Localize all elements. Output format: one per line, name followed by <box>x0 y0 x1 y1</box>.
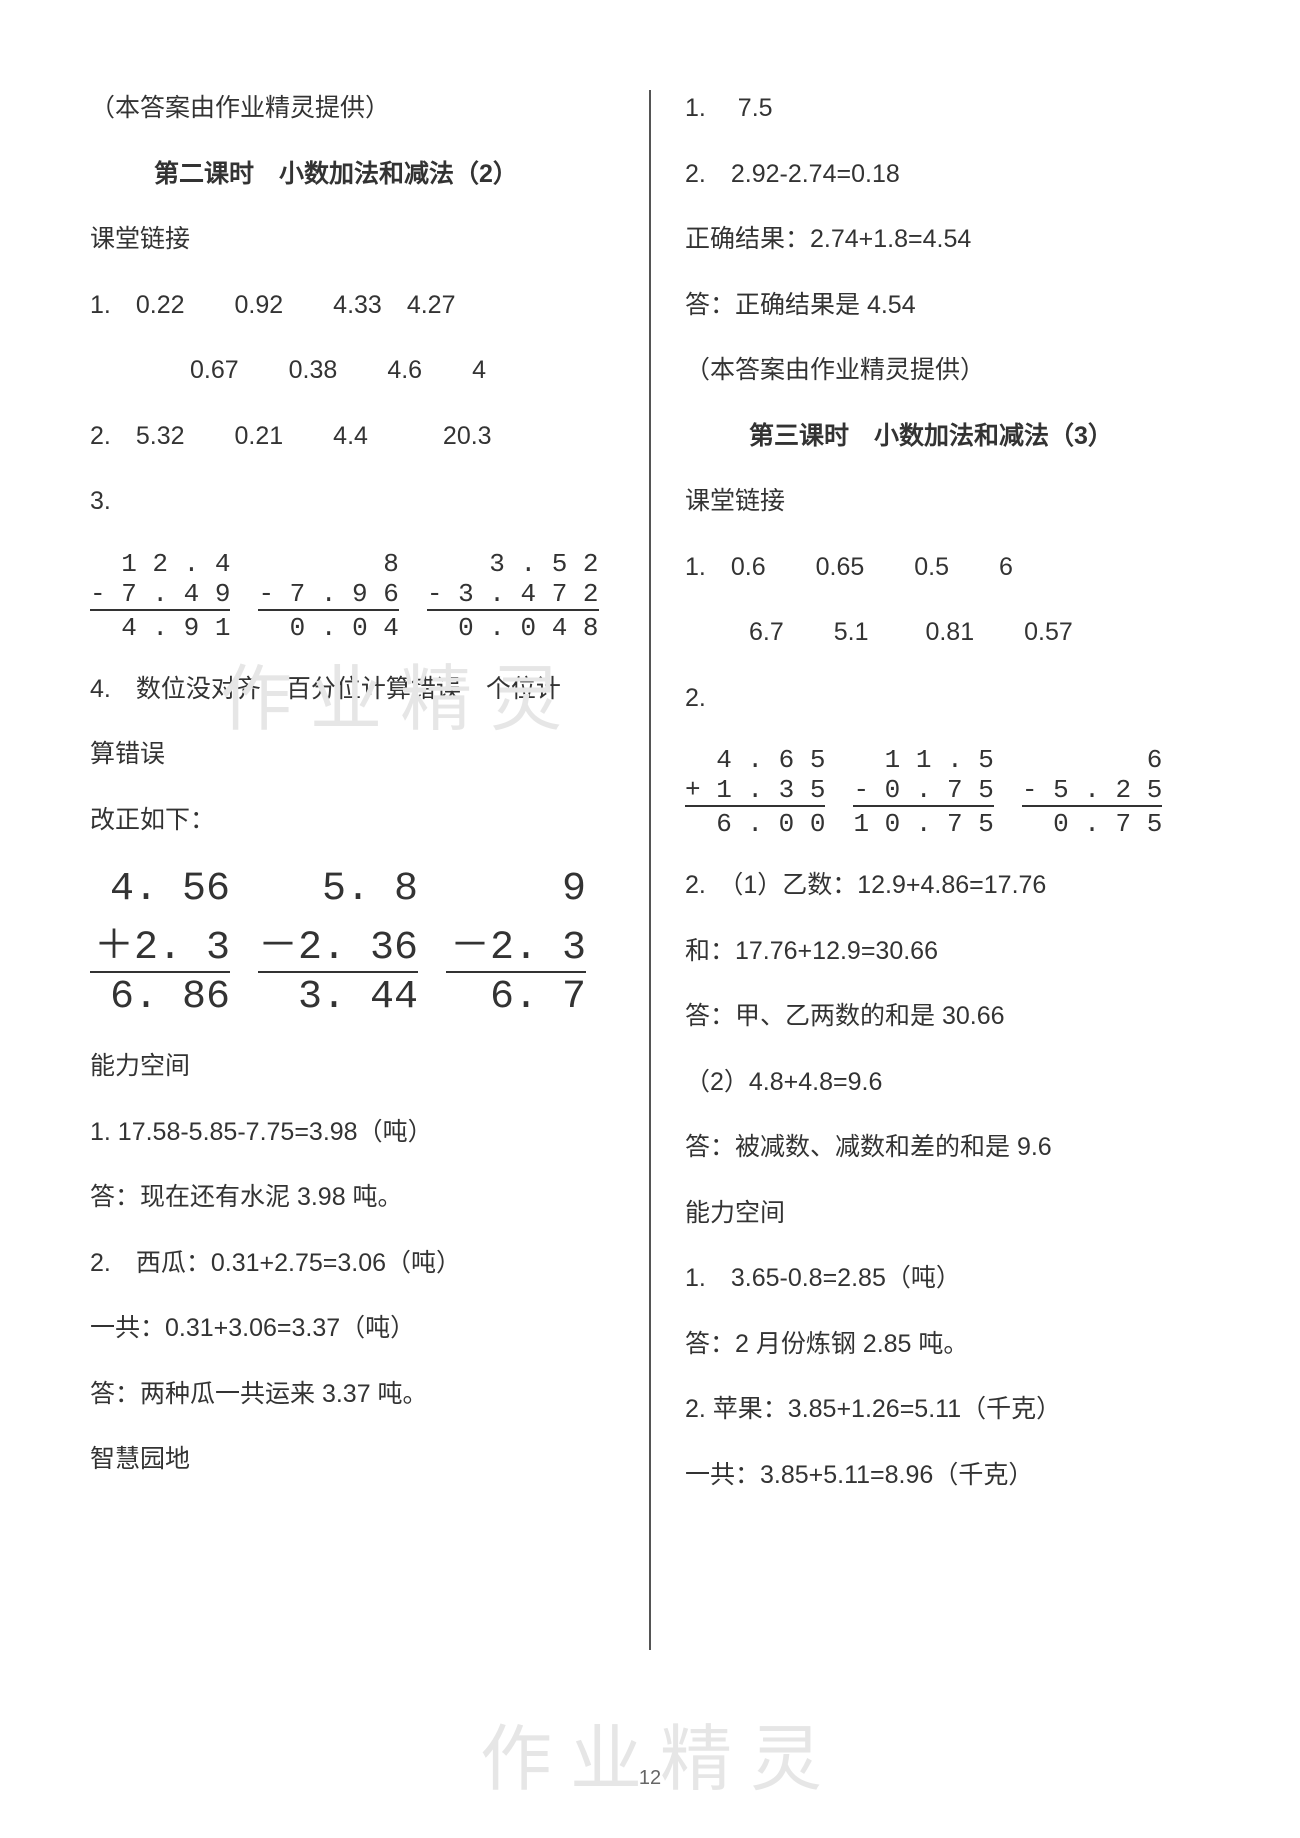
answer-line: 2. 2.92-2.74=0.18 <box>685 156 1220 194</box>
two-column-layout: （本答案由作业精灵提供） 第二课时 小数加法和减法（2） 课堂链接 1. 0.2… <box>90 90 1220 1798</box>
math-top: 1 2 . 4 <box>121 549 230 579</box>
section-heading: 课堂链接 <box>685 483 1220 521</box>
answer-line: 1. 0.22 0.92 4.33 4.27 <box>90 287 625 325</box>
math-top: 4. 56 <box>110 867 230 912</box>
math-ans: 6 . 0 0 <box>685 805 825 839</box>
answer-line: 1. 0.6 0.65 0.5 6 <box>685 549 1220 587</box>
answer-line: 6.7 5.1 0.81 0.57 <box>685 614 1220 652</box>
vertical-math: 4. 56 ＋2. 3 6. 86 <box>90 867 230 1020</box>
answer-line: 一共：3.85+5.11=8.96（千克） <box>685 1457 1220 1495</box>
answer-line: 和：17.76+12.9=30.66 <box>685 933 1220 971</box>
vertical-math-group: 1 2 . 4 - 7 . 4 9 4 . 9 1 8 - 7 . 9 6 0 … <box>90 549 625 643</box>
answer-line: 0.67 0.38 4.6 4 <box>90 352 625 390</box>
math-top: 4 . 6 5 <box>716 745 825 775</box>
answer-line: 2. <box>685 680 1220 718</box>
page: 作业精灵 作业精灵 （本答案由作业精灵提供） 第二课时 小数加法和减法（2） 课… <box>0 0 1300 1838</box>
answer-line: 4. 数位没对齐 百分位计算错误 个位计 <box>90 671 625 709</box>
vertical-math: 3 . 5 2 - 3 . 4 7 2 0 . 0 4 8 <box>427 549 599 643</box>
answer-line: 3. <box>90 483 625 521</box>
answer-line: 答：甲、乙两数的和是 30.66 <box>685 998 1220 1036</box>
vertical-math: 1 2 . 4 - 7 . 4 9 4 . 9 1 <box>90 549 230 643</box>
math-top: 8 <box>383 549 399 579</box>
left-column: （本答案由作业精灵提供） 第二课时 小数加法和减法（2） 课堂链接 1. 0.2… <box>90 90 645 1798</box>
vertical-math-group: 4 . 6 5 + 1 . 3 5 6 . 0 0 1 1 . 5 - 0 . … <box>685 745 1220 839</box>
math-top: 3 . 5 2 <box>489 549 598 579</box>
section-heading: 智慧园地 <box>90 1441 625 1479</box>
math-top: 5. 8 <box>322 867 418 912</box>
answer-line: 1. 7.5 <box>685 90 1220 128</box>
math-mid: - 7 . 9 6 <box>258 579 398 609</box>
math-mid: - 3 . 4 7 2 <box>427 579 599 609</box>
math-ans: 1 0 . 7 5 <box>853 805 993 839</box>
column-divider <box>649 90 651 1650</box>
vertical-math: 8 - 7 . 9 6 0 . 0 4 <box>258 549 398 643</box>
math-mid: －2. 3 <box>450 912 586 971</box>
answer-line: 2. （1）乙数：12.9+4.86=17.76 <box>685 867 1220 905</box>
math-mid: - 7 . 4 9 <box>90 579 230 609</box>
vertical-math: 4 . 6 5 + 1 . 3 5 6 . 0 0 <box>685 745 825 839</box>
answer-line: 答：现在还有水泥 3.98 吨。 <box>90 1179 625 1217</box>
vertical-math: 1 1 . 5 - 0 . 7 5 1 0 . 7 5 <box>853 745 993 839</box>
answer-line: 算错误 <box>90 736 625 774</box>
section-heading: 课堂链接 <box>90 221 625 259</box>
math-ans: 6. 86 <box>90 971 230 1020</box>
answer-line: 答：两种瓜一共运来 3.37 吨。 <box>90 1376 625 1414</box>
math-top: 6 <box>1147 745 1163 775</box>
math-mid: ＋2. 3 <box>94 912 230 971</box>
vertical-math-group: 4. 56 ＋2. 3 6. 86 5. 8 －2. 36 3. 44 9 －2… <box>90 867 625 1020</box>
math-mid: - 0 . 7 5 <box>853 775 993 805</box>
math-top: 9 <box>562 867 586 912</box>
section-heading: 能力空间 <box>685 1195 1220 1233</box>
lesson-title: 第二课时 小数加法和减法（2） <box>90 156 625 194</box>
answer-line: 答：正确结果是 4.54 <box>685 287 1220 325</box>
math-top: 1 1 . 5 <box>885 745 994 775</box>
answer-line: 1. 17.58-5.85-7.75=3.98（吨） <box>90 1114 625 1152</box>
right-column: 1. 7.5 2. 2.92-2.74=0.18 正确结果：2.74+1.8=4… <box>655 90 1220 1798</box>
answer-line: （2）4.8+4.8=9.6 <box>685 1064 1220 1102</box>
answer-line: 答：被减数、减数和差的和是 9.6 <box>685 1129 1220 1167</box>
answer-line: 一共：0.31+3.06=3.37（吨） <box>90 1310 625 1348</box>
math-ans: 0 . 0 4 <box>258 609 398 643</box>
vertical-math: 5. 8 －2. 36 3. 44 <box>258 867 418 1020</box>
section-heading: 能力空间 <box>90 1048 625 1086</box>
math-ans: 4 . 9 1 <box>90 609 230 643</box>
answer-line: 改正如下： <box>90 802 625 840</box>
math-mid: - 5 . 2 5 <box>1022 775 1162 805</box>
answer-line: 1. 3.65-0.8=2.85（吨） <box>685 1260 1220 1298</box>
math-ans: 3. 44 <box>258 971 418 1020</box>
lesson-title: 第三课时 小数加法和减法（3） <box>685 418 1220 456</box>
math-ans: 0 . 7 5 <box>1022 805 1162 839</box>
page-number: 12 <box>639 1767 661 1790</box>
provided-note: （本答案由作业精灵提供） <box>90 90 625 128</box>
math-ans: 0 . 0 4 8 <box>427 609 599 643</box>
answer-line: 正确结果：2.74+1.8=4.54 <box>685 221 1220 259</box>
vertical-math: 6 - 5 . 2 5 0 . 7 5 <box>1022 745 1162 839</box>
answer-line: 2. 西瓜：0.31+2.75=3.06（吨） <box>90 1245 625 1283</box>
answer-line: 2. 5.32 0.21 4.4 20.3 <box>90 418 625 456</box>
math-mid: + 1 . 3 5 <box>685 775 825 805</box>
answer-line: 2. 苹果：3.85+1.26=5.11（千克） <box>685 1391 1220 1429</box>
provided-note: （本答案由作业精灵提供） <box>685 352 1220 390</box>
math-mid: －2. 36 <box>258 912 418 971</box>
answer-line: 答：2 月份炼钢 2.85 吨。 <box>685 1326 1220 1364</box>
vertical-math: 9 －2. 3 6. 7 <box>446 867 586 1020</box>
math-ans: 6. 7 <box>446 971 586 1020</box>
